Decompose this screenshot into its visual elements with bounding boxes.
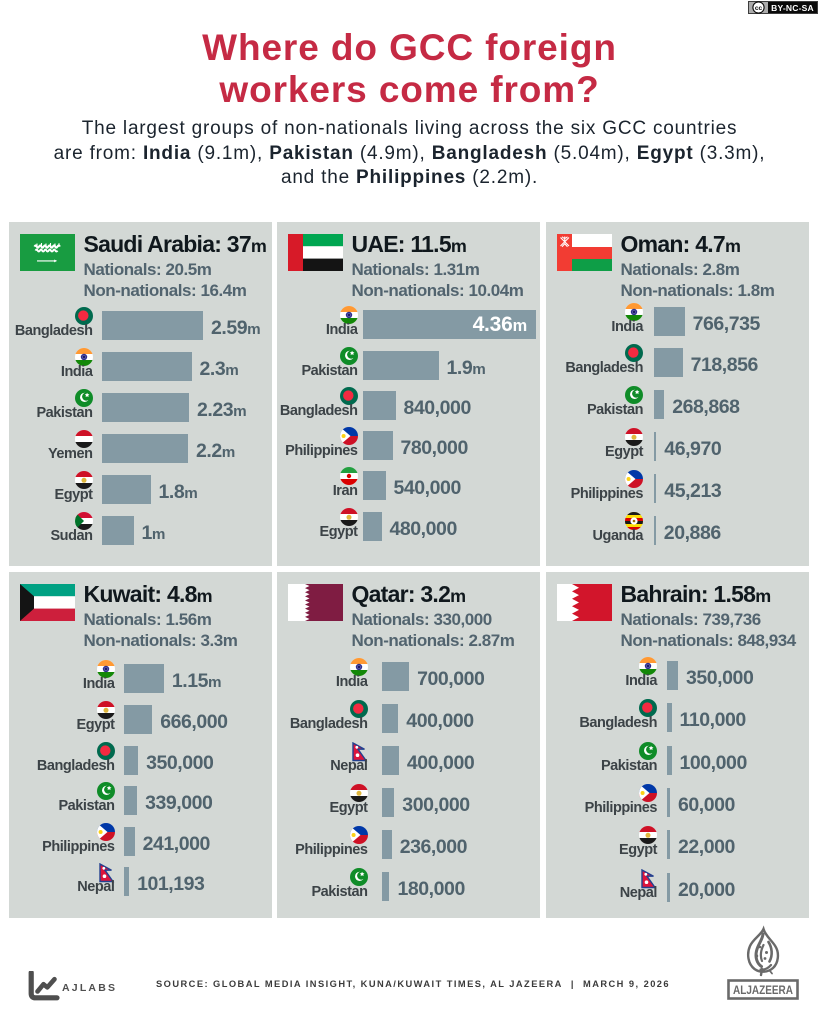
svg-text:ALJAZEERA: ALJAZEERA — [733, 983, 793, 997]
svg-text:cc: cc — [755, 5, 763, 12]
